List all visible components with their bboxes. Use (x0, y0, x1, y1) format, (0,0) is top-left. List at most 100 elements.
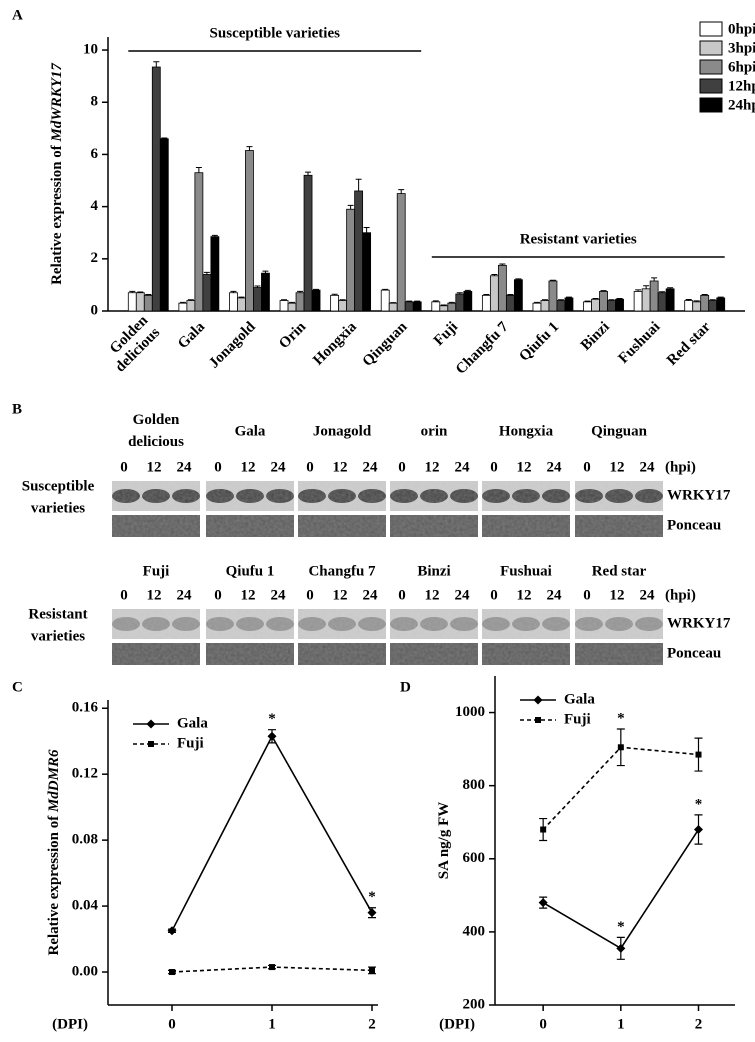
ponceau-grain (390, 643, 478, 665)
legend-marker (533, 695, 543, 705)
error-bar (262, 270, 269, 274)
time-label: 12 (610, 459, 625, 475)
bar (127, 292, 137, 312)
variety-label: Fushuai (500, 563, 552, 579)
bar (684, 300, 694, 312)
time-label: 0 (398, 587, 406, 603)
bar (489, 275, 499, 312)
bar (455, 293, 465, 312)
bar (481, 294, 491, 312)
ponceau-grain (482, 643, 570, 665)
error-bar (382, 288, 389, 291)
marker (538, 898, 548, 908)
bar (354, 190, 364, 312)
bar (505, 294, 515, 312)
variety-label: Binzi (417, 563, 450, 579)
blot-grain (575, 609, 663, 639)
error-bar (406, 300, 413, 302)
error-bar (643, 285, 650, 289)
blot-grain (206, 481, 294, 511)
x-axis-label: (DPI) (52, 1016, 88, 1032)
error-bar (693, 300, 700, 302)
marker (617, 744, 624, 751)
error-bar (507, 294, 514, 296)
significance-mark: * (268, 711, 276, 727)
y-tick-label: 800 (463, 777, 486, 793)
group-label: Susceptible varieties (210, 25, 341, 41)
blot-grain (112, 481, 200, 511)
time-label: 24 (177, 587, 193, 603)
blot-grain (298, 481, 386, 511)
error-bar (363, 226, 370, 233)
marker (169, 969, 175, 976)
time-label: 0 (214, 459, 222, 475)
bar (404, 301, 414, 312)
time-label: 24 (363, 587, 379, 603)
error-bar (145, 294, 152, 296)
error-bar (339, 299, 346, 301)
marker (367, 908, 377, 918)
error-bar (331, 293, 338, 296)
y-tick-label: 0.00 (72, 963, 98, 979)
marker (267, 731, 277, 741)
x-tick-label: 1 (268, 1016, 276, 1032)
legend-marker (146, 719, 156, 729)
legend-label: 24hpi (728, 97, 755, 113)
time-label: 12 (333, 587, 348, 603)
x-tick-label: Changfu 7 (453, 319, 512, 378)
time-label: 24 (547, 459, 563, 475)
ponceau-grain (298, 515, 386, 537)
x-tick-label: Fushuai (616, 319, 664, 367)
error-bar (667, 287, 674, 289)
blot-grain (575, 481, 663, 511)
y-axis-label-part: Relative expression of (46, 812, 62, 955)
x-tick-label: Red star (664, 319, 714, 369)
legend-label: Fuji (177, 735, 204, 751)
error-bar (432, 300, 439, 302)
bar (295, 292, 305, 312)
time-label: 12 (241, 587, 256, 603)
ponceau-grain (390, 515, 478, 537)
error-bar (347, 204, 354, 210)
bar (330, 294, 340, 312)
error-bar (533, 301, 540, 304)
y-tick-label: 0.16 (72, 700, 99, 716)
legend-label: 12hpi (728, 78, 755, 94)
blot-grain (112, 609, 200, 639)
error-bar (187, 299, 194, 301)
time-label: 0 (120, 459, 128, 475)
marker (167, 926, 177, 936)
x-tick-label: Qiufu 1 (516, 319, 562, 365)
row-label: Susceptible (22, 478, 95, 494)
x-tick-label: Jonagold (206, 318, 259, 371)
y-tick-label: 400 (463, 923, 486, 939)
time-label: 0 (306, 587, 314, 603)
bar (303, 174, 313, 312)
error-bar (129, 290, 136, 293)
panel-label: A (12, 7, 23, 23)
error-bar (355, 178, 362, 191)
error-bar (592, 297, 599, 300)
legend-marker (148, 741, 154, 747)
y-tick-label: 0.04 (72, 898, 99, 914)
bar (649, 280, 659, 312)
legend-swatch (699, 78, 723, 94)
time-label: 24 (640, 459, 656, 475)
bar (665, 288, 675, 312)
y-tick-label: 600 (463, 850, 486, 866)
bar (447, 302, 457, 312)
bar (583, 301, 592, 312)
bar (388, 302, 398, 312)
bar (151, 66, 161, 312)
blot-grain (390, 481, 478, 511)
panel-label: B (12, 401, 22, 417)
bar (159, 138, 169, 312)
y-axis-label-part: SA ng/g FW (436, 802, 452, 880)
y-axis-label: SA ng/g FW (436, 802, 452, 880)
error-bar (565, 296, 572, 298)
time-label: 12 (517, 587, 532, 603)
significance-mark: * (368, 889, 376, 905)
error-bar (313, 288, 320, 291)
error-bar (584, 300, 591, 302)
